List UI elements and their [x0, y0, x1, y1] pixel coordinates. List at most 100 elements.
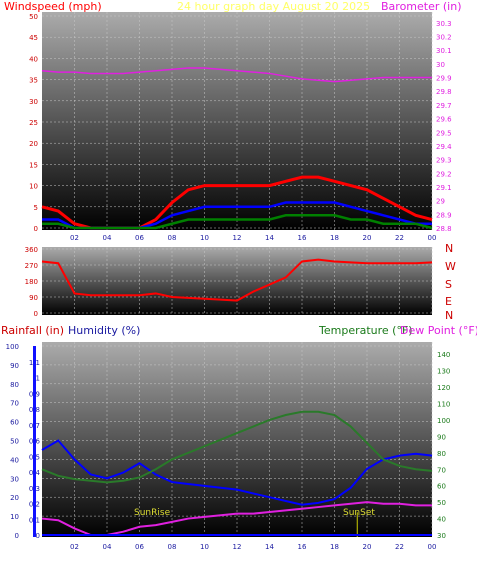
barometer-label: Barometer (in) [381, 0, 462, 13]
time-tick-label: 16 [298, 543, 307, 551]
time-tick-label: 08 [168, 543, 177, 551]
humidity-tick-label: 60 [10, 419, 19, 427]
barometer-tick-label: 29.9 [436, 75, 452, 83]
barometer-tick-label: 29.3 [436, 157, 452, 165]
time-tick-label: 20 [363, 234, 372, 242]
barometer-tick-label: 28.8 [436, 225, 452, 233]
time-tick-label: 12 [233, 543, 242, 551]
humidity-tick-label: 90 [10, 362, 19, 370]
time-tick-label: 04 [103, 234, 112, 242]
temperature-tick-label: 120 [437, 384, 450, 392]
direction-tick-label: 270 [25, 262, 38, 270]
humidity-tick-label: 30 [10, 475, 19, 483]
time-tick-label: 04 [103, 543, 112, 551]
temperature-label: Temperature (°F) [319, 324, 413, 337]
windspeed-tick-label: 45 [29, 34, 38, 42]
humidity-tick-label: 20 [10, 494, 19, 502]
temperature-line [41, 410, 433, 484]
barometer-tick-label: 28.9 [436, 211, 452, 219]
time-tick-label: 10 [200, 234, 209, 242]
sunrise-label: SunRise [134, 508, 171, 518]
barometer-tick-label: 29.5 [436, 129, 452, 137]
humidity-label: Humidity (%) [68, 324, 141, 337]
wind-low-line [42, 214, 433, 230]
time-tick-label: 00 [428, 234, 437, 242]
temperature-tick-label: 130 [437, 368, 450, 376]
windspeed-tick-label: 10 [29, 183, 38, 191]
temperature-tick-label: 30 [437, 532, 446, 540]
time-tick-label: 22 [395, 543, 404, 551]
time-tick-label: 22 [395, 234, 404, 242]
temperature-tick-label: 70 [437, 466, 446, 474]
wind-direction-line [41, 258, 433, 302]
temperature-tick-label: 140 [437, 351, 450, 359]
time-tick-label: 08 [168, 234, 177, 242]
time-tick-label: 14 [265, 234, 274, 242]
time-tick-label: 18 [330, 234, 339, 242]
rainfall-tick-label: 1 [36, 375, 40, 383]
compass-w: W [445, 260, 456, 273]
time-tick-label: 02 [70, 543, 79, 551]
windspeed-tick-label: 0 [34, 225, 38, 233]
compass-e: E [445, 295, 452, 308]
wind-panel-plot [41, 67, 433, 230]
time-tick-label: 16 [298, 234, 307, 242]
time-tick-label: 10 [200, 543, 209, 551]
humidity-line [41, 439, 433, 506]
temperature-tick-label: 60 [437, 483, 446, 491]
windspeed-tick-label: 30 [29, 98, 38, 106]
humidity-tick-label: 40 [10, 456, 19, 464]
time-tick-label: 12 [233, 234, 242, 242]
direction-tick-label: 360 [25, 246, 38, 254]
temperature-tick-label: 80 [437, 450, 446, 458]
barometer-line [41, 67, 432, 83]
barometer-tick-label: 29 [436, 198, 445, 206]
time-tick-label: 02 [70, 234, 79, 242]
windspeed-tick-label: 50 [29, 13, 38, 21]
barometer-tick-label: 30.1 [436, 47, 452, 55]
time-tick-label: 06 [135, 234, 144, 242]
windspeed-tick-label: 20 [29, 140, 38, 148]
wind-panel-ticks: 0 5 10 15 20 25 30 35 40 45 50 28.8 28.9 29 29.1 29.2 29… [29, 13, 452, 242]
humidity-tick-label: 70 [10, 400, 19, 408]
direction-tick-label: 0 [34, 310, 38, 318]
time-tick-label: 00 [428, 543, 437, 551]
humidity-tick-label: 0 [15, 532, 19, 540]
barometer-tick-label: 29.6 [436, 116, 452, 124]
barometer-tick-label: 29.7 [436, 102, 452, 110]
rainfall-label: Rainfall (in) [1, 324, 65, 337]
temperature-tick-label: 110 [437, 401, 450, 409]
barometer-tick-label: 29.1 [436, 184, 452, 192]
time-tick-label: 06 [135, 543, 144, 551]
climate-panel-grid [42, 342, 433, 537]
time-tick-label: 18 [330, 543, 339, 551]
direction-tick-label: 180 [25, 278, 38, 286]
temperature-tick-label: 90 [437, 433, 446, 441]
barometer-tick-label: 29.2 [436, 170, 452, 178]
wind-panel-grid [42, 12, 433, 230]
compass-n-bottom: N [445, 309, 454, 322]
temperature-tick-label: 40 [437, 516, 446, 524]
windspeed-label: Windspeed (mph) [4, 0, 102, 13]
windspeed-tick-label: 25 [29, 119, 38, 127]
dewpoint-label: Dew Point (°F) [400, 324, 477, 337]
climate-panel-plot [41, 410, 433, 537]
compass-n-top: N [445, 242, 454, 255]
sunset-label: SunSet [343, 508, 375, 518]
rainfall-scale-bar [33, 346, 36, 537]
direction-tick-label: 90 [29, 294, 38, 302]
humidity-tick-label: 50 [10, 438, 19, 446]
rainfall-tick-label: 0 [36, 532, 40, 540]
compass-s: S [445, 278, 452, 291]
chart-title: 24 hour graph day August 20 2025 [177, 0, 371, 13]
temperature-tick-label: 100 [437, 417, 450, 425]
humidity-tick-label: 100 [6, 343, 19, 351]
time-tick-label: 14 [265, 543, 274, 551]
barometer-tick-label: 30.2 [436, 34, 452, 42]
barometer-tick-label: 29.4 [436, 143, 452, 151]
direction-panel-ticks: 360 270 180 90 0 [25, 246, 38, 318]
windspeed-tick-label: 40 [29, 55, 38, 63]
windspeed-tick-label: 5 [34, 204, 38, 212]
temperature-tick-label: 50 [437, 499, 446, 507]
